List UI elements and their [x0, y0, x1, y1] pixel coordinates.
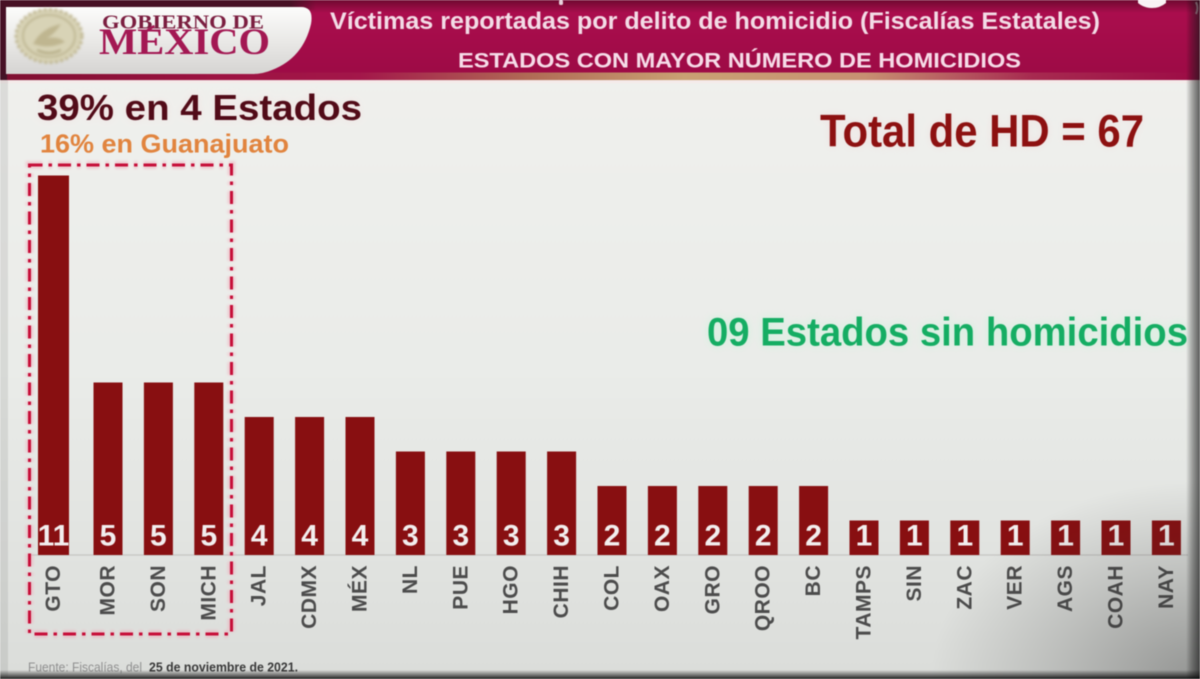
svg-text:2: 2 [654, 520, 671, 553]
svg-text:Total de HD = 67: Total de HD = 67 [820, 106, 1144, 157]
svg-text:3: 3 [503, 520, 520, 553]
svg-text:5: 5 [150, 520, 167, 553]
svg-text:39% en 4 Estados: 39% en 4 Estados [37, 87, 362, 128]
svg-text:GTO: GTO [42, 565, 65, 612]
svg-text:2: 2 [704, 520, 721, 553]
svg-text:11: 11 [38, 520, 70, 553]
svg-text:QROO: QROO [752, 565, 775, 631]
svg-text:09 Estados sin homicidios: 09 Estados sin homicidios [707, 311, 1188, 355]
svg-text:3: 3 [553, 520, 570, 553]
svg-text:Víctimas reportadas por delito: Víctimas reportadas por delito de homici… [330, 8, 1100, 35]
svg-text:GOBIERNO DE: GOBIERNO DE [102, 12, 264, 34]
svg-text:SIN: SIN [903, 565, 926, 602]
svg-text:1: 1 [906, 520, 923, 553]
svg-text:PUE: PUE [449, 565, 472, 610]
svg-text:2: 2 [604, 520, 621, 553]
svg-text:OAX: OAX [651, 565, 674, 612]
svg-text:2: 2 [805, 520, 822, 553]
svg-text:Total de HD = 67: Total de HD = 67 [820, 106, 1144, 157]
svg-text:39% en 4 Estados: 39% en 4 Estados [37, 87, 362, 128]
svg-text:09 Estados sin homicidios: 09 Estados sin homicidios [707, 311, 1188, 355]
svg-text:COL: COL [601, 565, 624, 611]
svg-text:ESTADOS CON MAYOR NÚMERO DE HO: ESTADOS CON MAYOR NÚMERO DE HOMICIDIOS [458, 48, 1021, 73]
svg-text:NL: NL [399, 565, 422, 594]
svg-text:16% en Guanajuato: 16% en Guanajuato [40, 129, 289, 159]
svg-text:JAL: JAL [248, 565, 271, 606]
svg-text:TAMPS: TAMPS [853, 565, 876, 639]
svg-text:5: 5 [200, 520, 217, 553]
svg-text:4: 4 [251, 520, 268, 553]
svg-text:MEXICO: MEXICO [99, 22, 270, 63]
svg-text:1: 1 [856, 520, 873, 553]
svg-text:5: 5 [100, 520, 117, 553]
svg-text:MOR: MOR [97, 565, 120, 616]
svg-text:4: 4 [301, 520, 318, 553]
svg-text:HGO: HGO [500, 565, 523, 614]
svg-text:3: 3 [402, 520, 419, 553]
svg-text:BC: BC [802, 565, 825, 596]
svg-text:GRO: GRO [701, 565, 724, 614]
svg-text:MICH: MICH [197, 565, 220, 621]
svg-text:3: 3 [452, 520, 469, 553]
svg-text:CHIH: CHIH [550, 565, 573, 618]
svg-text:SON: SON [147, 565, 170, 612]
svg-text:2: 2 [755, 520, 772, 553]
svg-text:MÉX: MÉX [349, 565, 372, 612]
svg-text:4: 4 [352, 520, 369, 553]
svg-text:CDMX: CDMX [298, 565, 321, 629]
